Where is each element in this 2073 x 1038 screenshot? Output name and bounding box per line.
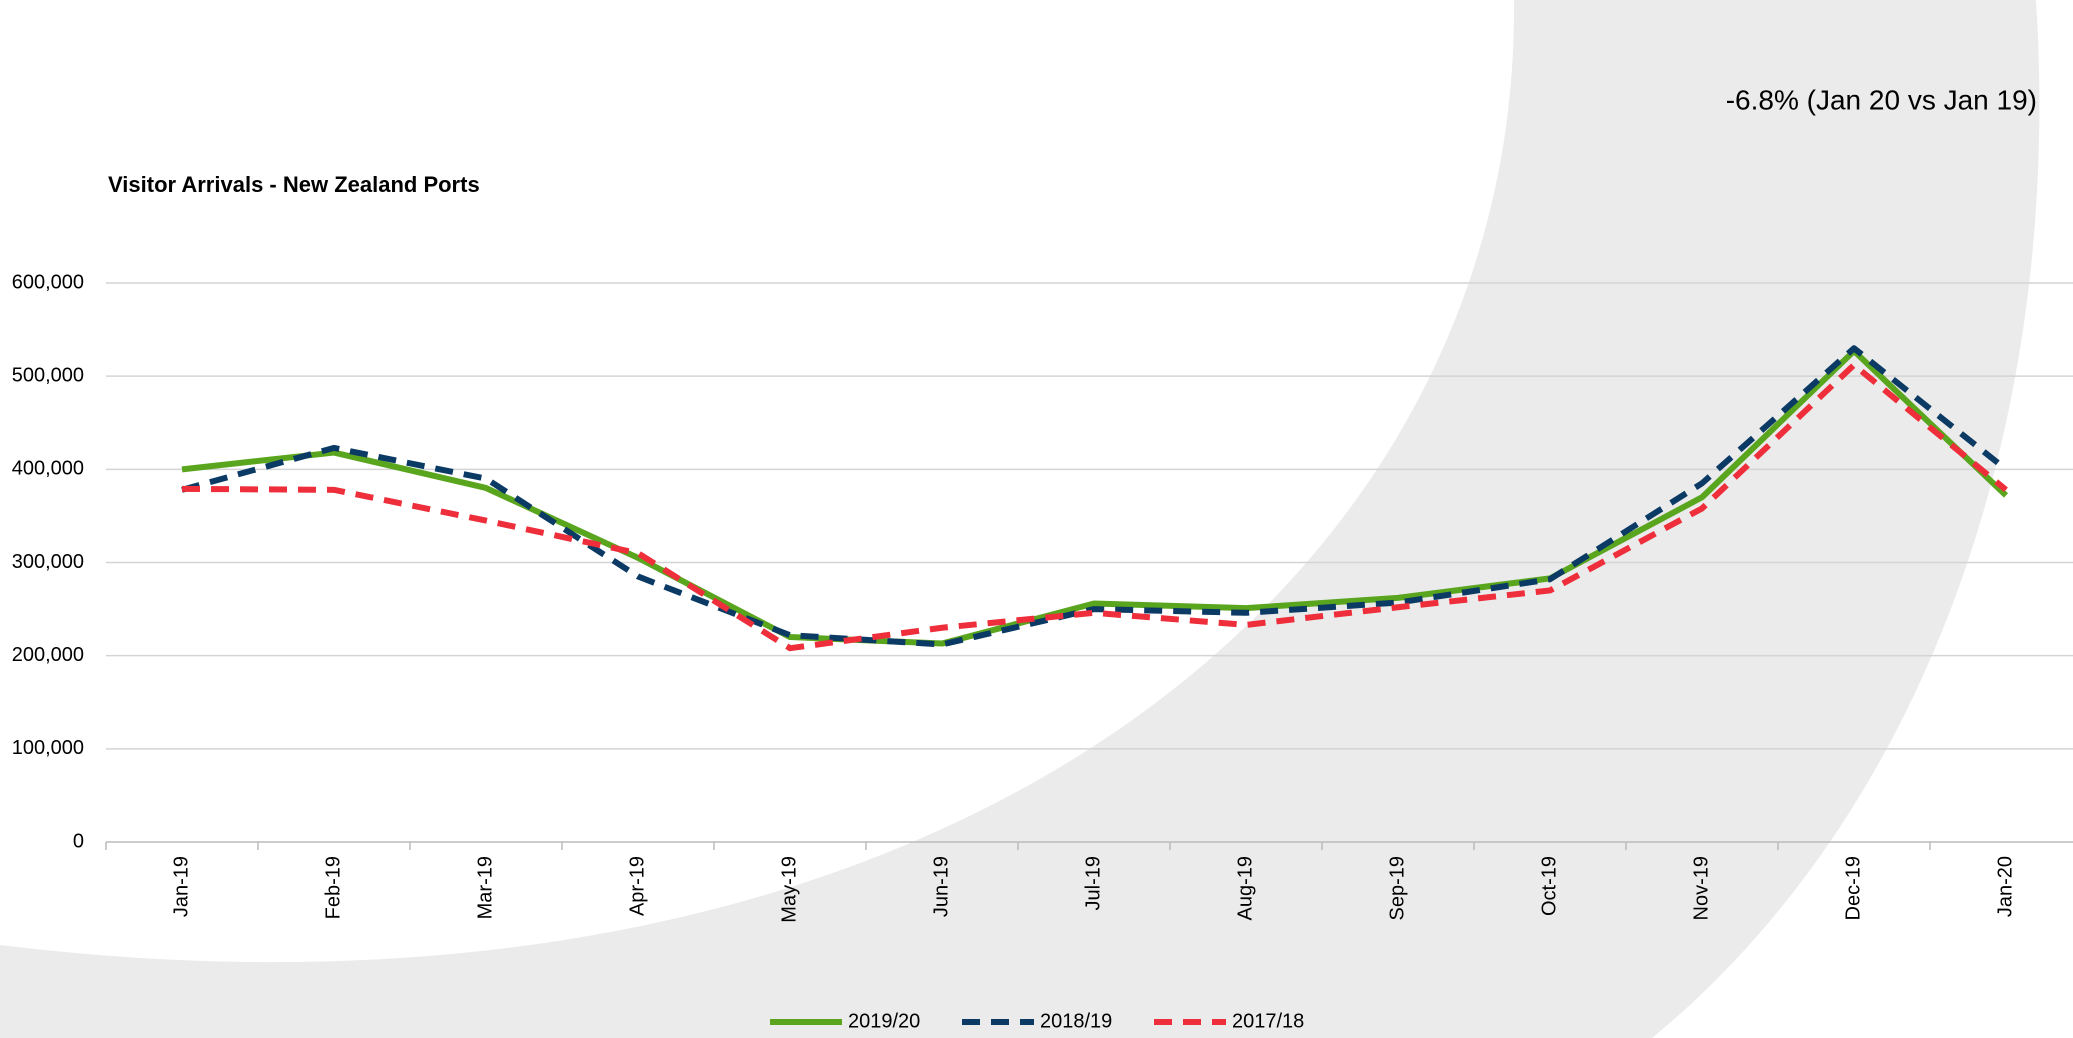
x-tick-label: Jun-19 [930,856,952,917]
y-tick-label: 0 [73,830,84,852]
x-tick-label: Aug-19 [1234,856,1256,921]
x-tick-label: Nov-19 [1690,856,1712,920]
series-line [181,345,2008,648]
x-tick-label: Oct-19 [1538,856,1560,916]
series-line [181,361,2008,652]
x-tick-label: Mar-19 [474,856,496,919]
y-tick-label: 200,000 [12,644,84,666]
x-tick-label: Apr-19 [626,856,648,916]
x-tick-label: Jan-20 [1994,856,2016,917]
y-tick-label: 500,000 [12,364,84,386]
x-tick-label: May-19 [778,856,800,923]
annotation: -6.8% (Jan 20 vs Jan 19) [1726,84,2037,115]
x-tick-label: Jul-19 [1082,856,1104,910]
legend-label: 2017/18 [1232,1010,1304,1032]
x-tick-label: Sep-19 [1386,856,1408,921]
x-tick-label: Dec-19 [1842,856,1864,920]
y-tick-label: 300,000 [12,551,84,573]
series-line [181,348,2009,647]
x-tick-label: Jan-19 [170,856,192,917]
y-tick-label: 600,000 [12,271,84,293]
y-tick-label: 100,000 [12,737,84,759]
y-tick-label: 400,000 [12,458,84,480]
x-tick-label: Feb-19 [322,856,344,919]
legend-label: 2019/20 [848,1010,920,1032]
chart-title: Visitor Arrivals - New Zealand Ports [108,172,480,197]
legend-label: 2018/19 [1040,1010,1112,1032]
